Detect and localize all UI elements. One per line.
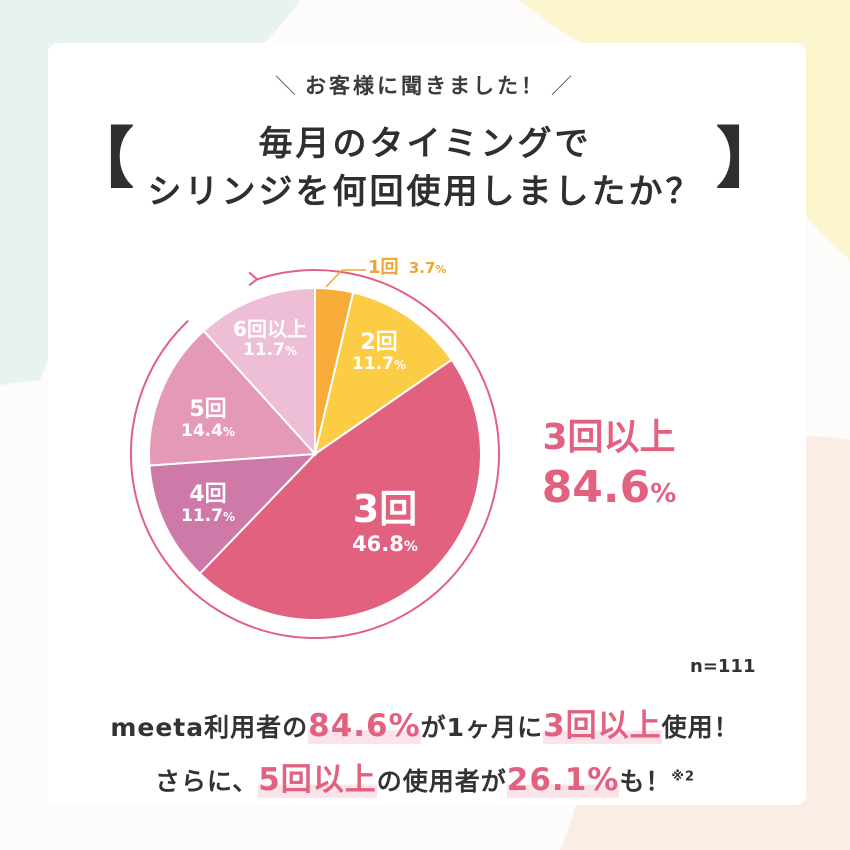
annotation-label: 3回以上 xyxy=(542,417,676,458)
slice-label-4-pct: 11.7 xyxy=(181,506,223,527)
slice-label-4: 4回 11.7% xyxy=(168,482,248,527)
annotation-pct: 84.6 xyxy=(541,462,651,513)
left-slash: ＼ xyxy=(275,74,299,98)
sample-size-note: n=111 xyxy=(690,656,756,677)
pie-slice-6 xyxy=(202,286,316,457)
slice-label-1-unit: % xyxy=(435,263,447,276)
summary1-e: 使用！ xyxy=(661,713,740,742)
summary1-d: 3回以上 xyxy=(543,708,662,744)
summary2-c: の使用者が xyxy=(376,767,507,796)
kicker-text: お客様に聞きました！ xyxy=(305,74,545,98)
orbit-arrow-icon xyxy=(248,271,259,287)
summary1-c: が1ヶ月に xyxy=(420,713,544,742)
summary-line-1: meeta利用者の84.6%が1ヶ月に3回以上使用！ xyxy=(0,700,850,745)
slice-label-6-unit: % xyxy=(284,344,297,358)
slice-label-3-name: 3回 xyxy=(352,487,418,531)
slice-label-5: 5回 14.4% xyxy=(168,397,248,442)
slice-label-3: 3回 46.8% xyxy=(330,487,440,556)
slice-label-3-value: 46.8% xyxy=(330,532,440,556)
slice-label-5-pct: 14.4 xyxy=(181,421,223,442)
slice-label-5-name: 5回 xyxy=(189,397,227,422)
page-title: 毎月のタイミングで シリンジを何回使用しましたか？ xyxy=(0,120,850,216)
slice-label-2: 2回 11.7% xyxy=(344,330,414,375)
summary1-b: 84.6% xyxy=(308,708,421,744)
slice-label-6: 6回以上 11.7% xyxy=(220,318,320,361)
footnote-marker: ※2 xyxy=(671,769,696,785)
right-bracket-icon: 】 xyxy=(716,120,782,197)
slice-label-2-value: 11.7% xyxy=(344,355,414,375)
slice-label-2-name: 2回 xyxy=(360,330,398,355)
orbit-arc xyxy=(130,269,500,639)
leader-line xyxy=(325,269,366,288)
slice-label-4-name: 4回 xyxy=(189,482,227,507)
slice-label-1-pct: 3.7 xyxy=(408,259,436,277)
summary-line-2: さらに、5回以上の使用者が26.1%も！※2 xyxy=(0,754,850,799)
left-bracket-icon: 【 xyxy=(68,120,134,197)
slice-label-4-unit: % xyxy=(222,510,235,525)
annotation-unit: % xyxy=(650,479,677,509)
slice-label-5-value: 14.4% xyxy=(168,422,248,442)
summary2-e: も！ xyxy=(619,767,672,796)
title-line-1: 毎月のタイミングで xyxy=(258,124,592,164)
slice-label-2-pct: 11.7 xyxy=(352,354,394,375)
pie-slice-5 xyxy=(148,329,318,467)
slice-label-5-unit: % xyxy=(222,425,235,440)
title-line-2: シリンジを何回使用しましたか？ xyxy=(147,172,703,212)
slice-label-6-value: 11.7% xyxy=(220,340,320,361)
right-slash: ／ xyxy=(551,74,575,98)
slice-label-2-unit: % xyxy=(393,358,406,373)
summary2-a: さらに、 xyxy=(154,767,259,796)
slice-label-3-unit: % xyxy=(403,538,418,555)
slice-label-3-pct: 46.8 xyxy=(352,531,404,556)
kicker-heading: ＼ お客様に聞きました！／ xyxy=(0,70,850,100)
pie-slice-2 xyxy=(313,291,454,457)
slice-label-1: 1回 3.7% xyxy=(368,257,447,279)
summary2-b: 5回以上 xyxy=(258,762,377,798)
summary1-a: meeta利用者の xyxy=(110,713,309,742)
pie-slice-4 xyxy=(148,452,318,575)
pie-slice-3 xyxy=(198,358,482,621)
slice-label-6-name: 6回以上 xyxy=(233,317,307,341)
summary2-d: 26.1% xyxy=(506,762,620,798)
slice-label-6-pct: 11.7 xyxy=(243,340,285,360)
slice-label-4-value: 11.7% xyxy=(168,507,248,527)
annotation-value: 84.6% xyxy=(524,462,694,513)
slice-label-1-name: 1回 xyxy=(368,257,399,278)
